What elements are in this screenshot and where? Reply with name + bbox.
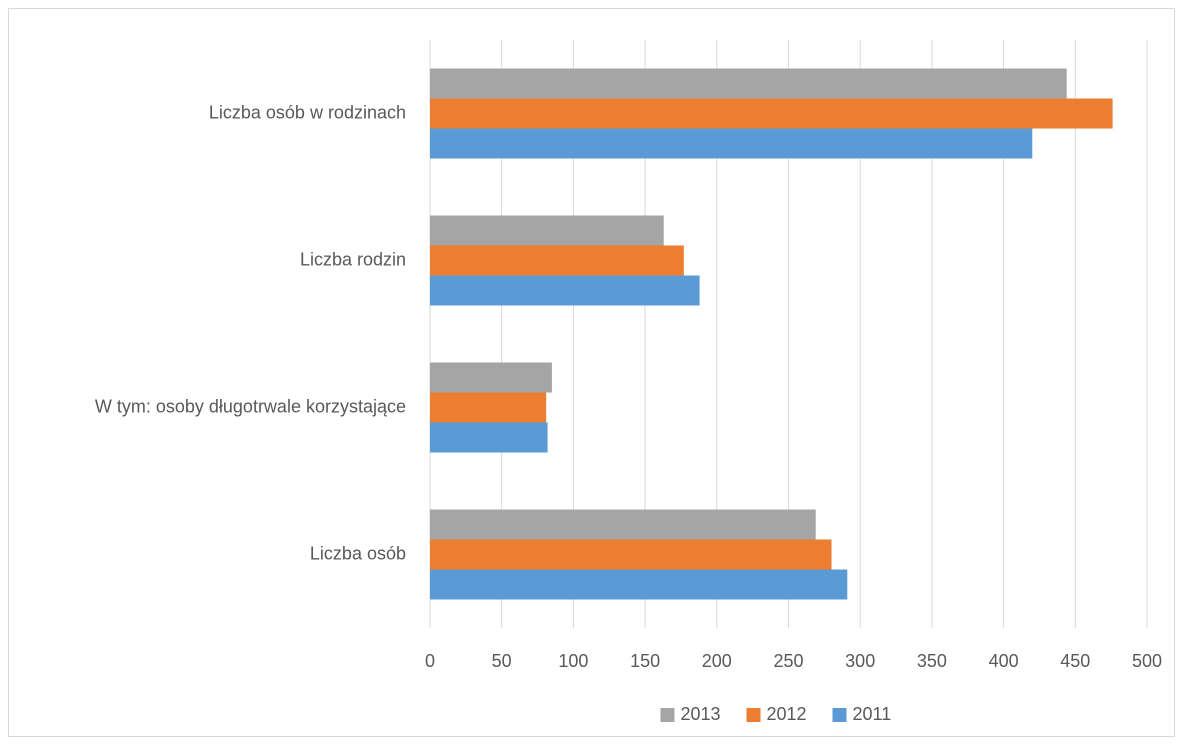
bar [430, 245, 684, 276]
x-tick-label: 300 [845, 651, 875, 671]
legend-label: 2012 [767, 704, 807, 724]
legend-swatch [746, 708, 761, 722]
y-tick-label: Liczba osób w rodzinach [209, 102, 406, 122]
bar [430, 569, 848, 600]
bar [430, 215, 664, 246]
bar [430, 539, 832, 570]
x-tick-label: 400 [989, 651, 1019, 671]
bar [430, 275, 700, 306]
bar [430, 422, 548, 453]
x-tick-label: 450 [1060, 651, 1090, 671]
y-tick-label: W tym: osoby długotrwale korzystające [95, 396, 406, 416]
bar [430, 98, 1113, 129]
y-tick-label: Liczba osób [310, 543, 406, 563]
legend-label: 2011 [853, 704, 892, 724]
bar [430, 128, 1033, 159]
x-tick-label: 200 [702, 651, 732, 671]
bar [430, 392, 547, 423]
x-tick-label: 150 [630, 651, 660, 671]
y-tick-label: Liczba rodzin [300, 249, 406, 269]
legend-swatch [832, 708, 847, 722]
x-tick-label: 350 [917, 651, 947, 671]
x-tick-label: 250 [773, 651, 803, 671]
bar [430, 362, 552, 393]
bar [430, 68, 1067, 99]
legend-label: 2013 [681, 704, 721, 724]
x-tick-label: 100 [558, 651, 588, 671]
x-tick-label: 0 [425, 651, 435, 671]
bar [430, 509, 816, 540]
legend-swatch [660, 708, 675, 722]
x-tick-label: 500 [1132, 651, 1162, 671]
x-tick-label: 50 [492, 651, 512, 671]
